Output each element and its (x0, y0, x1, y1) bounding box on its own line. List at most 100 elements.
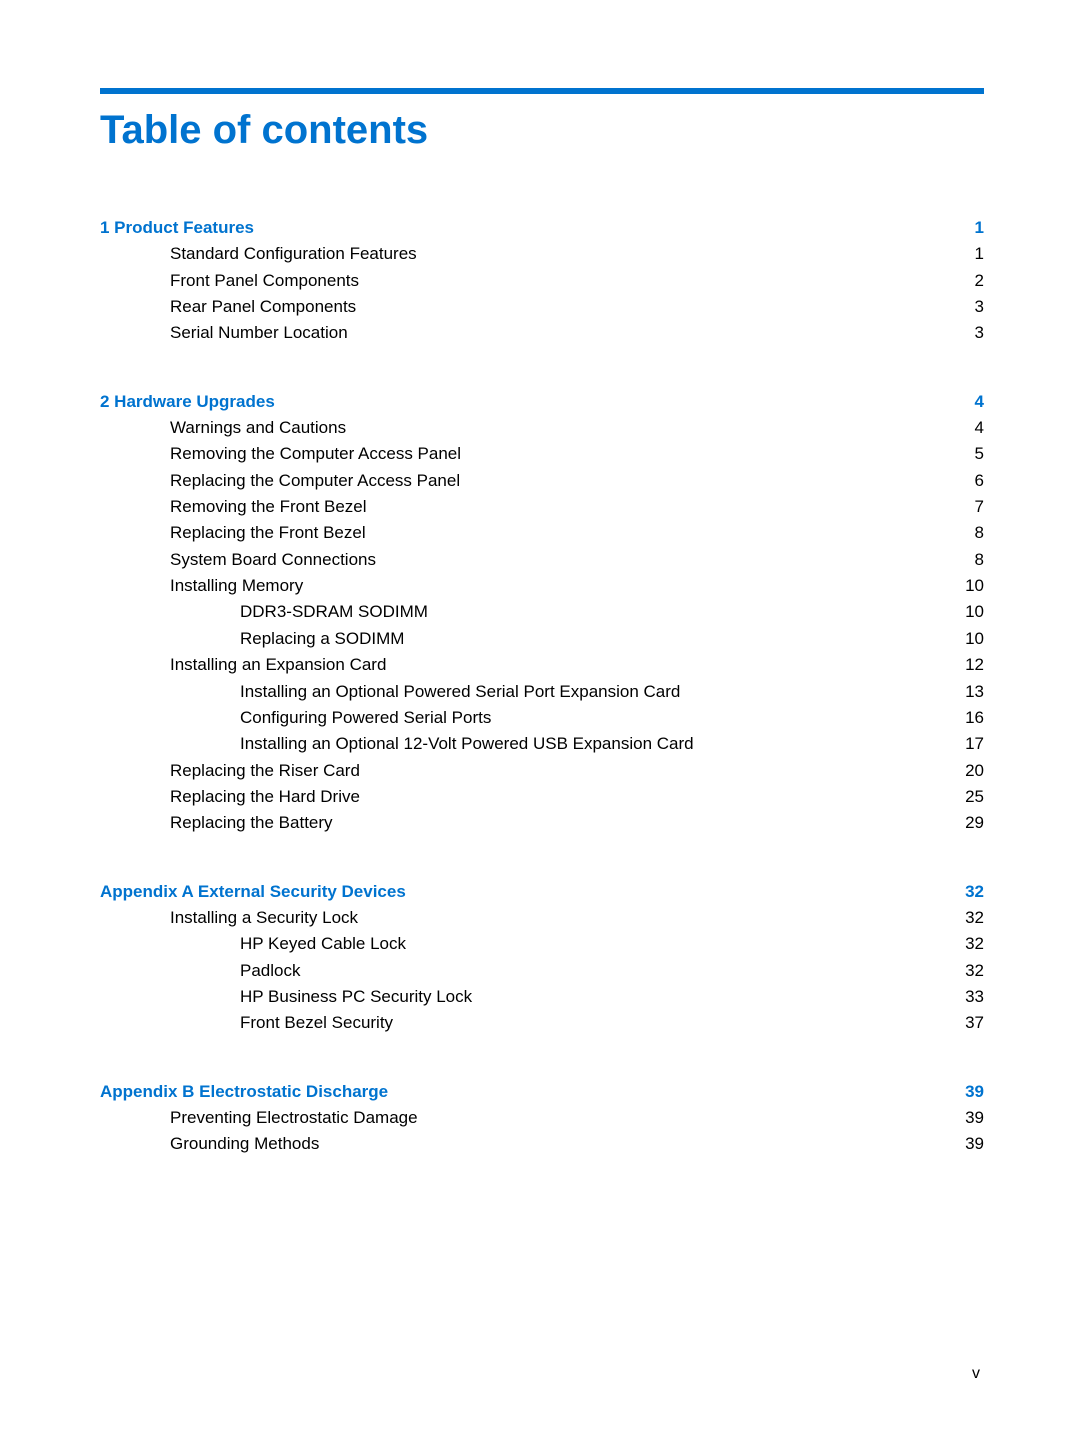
toc-entry-label: Padlock (240, 958, 300, 984)
toc-entry-label: DDR3-SDRAM SODIMM (240, 599, 428, 625)
toc-entry-page: 2 (958, 268, 984, 294)
toc-entry-label: Installing an Expansion Card (170, 652, 386, 678)
toc-entry[interactable]: Grounding Methods 39 (100, 1131, 984, 1157)
toc-entry-page: 20 (958, 758, 984, 784)
page-number: v (972, 1365, 980, 1383)
toc-entry-page: 8 (958, 520, 984, 546)
toc-entry-page: 39 (958, 1105, 984, 1131)
toc-section: 1 Product Features1Standard Configuratio… (100, 215, 984, 347)
toc-entry-label: Installing an Optional Powered Serial Po… (240, 679, 680, 705)
toc-entry[interactable]: Replacing the Riser Card 20 (100, 758, 984, 784)
toc-section: Appendix B Electrostatic Discharge39Prev… (100, 1079, 984, 1158)
page-title: Table of contents (100, 108, 984, 153)
toc-entry-page: 8 (958, 547, 984, 573)
toc-entry-label: System Board Connections (170, 547, 376, 573)
toc-entry-label: 1 Product Features (100, 215, 254, 241)
toc-entry[interactable]: HP Business PC Security Lock 33 (100, 984, 984, 1010)
toc-entry-page: 13 (958, 679, 984, 705)
toc-entry[interactable]: Preventing Electrostatic Damage 39 (100, 1105, 984, 1131)
toc-entry-page: 10 (958, 626, 984, 652)
toc-entry-label: Front Panel Components (170, 268, 359, 294)
toc-entry[interactable]: Front Panel Components 2 (100, 268, 984, 294)
toc-entry-label: Removing the Computer Access Panel (170, 441, 461, 467)
toc-entry-label: HP Business PC Security Lock (240, 984, 472, 1010)
toc-container: 1 Product Features1Standard Configuratio… (100, 215, 984, 1158)
toc-entry-label: Replacing a SODIMM (240, 626, 404, 652)
toc-entry[interactable]: Standard Configuration Features 1 (100, 241, 984, 267)
toc-entry-label: Rear Panel Components (170, 294, 356, 320)
toc-entry-label: Appendix B Electrostatic Discharge (100, 1079, 388, 1105)
toc-entry[interactable]: Replacing the Computer Access Panel6 (100, 468, 984, 494)
toc-entry-label: Replacing the Front Bezel (170, 520, 366, 546)
toc-entry-page: 10 (958, 573, 984, 599)
toc-entry-label: Configuring Powered Serial Ports (240, 705, 491, 731)
toc-entry-page: 1 (958, 215, 984, 241)
toc-entry-page: 32 (958, 879, 984, 905)
toc-section-head[interactable]: Appendix B Electrostatic Discharge 39 (100, 1079, 984, 1105)
toc-entry[interactable]: Installing an Expansion Card 12 (100, 652, 984, 678)
toc-entry[interactable]: DDR3-SDRAM SODIMM 10 (100, 599, 984, 625)
toc-entry-label: Installing Memory (170, 573, 303, 599)
toc-entry[interactable]: Installing Memory 10 (100, 573, 984, 599)
toc-entry[interactable]: Removing the Front Bezel7 (100, 494, 984, 520)
toc-entry[interactable]: Replacing the Battery 29 (100, 810, 984, 836)
toc-entry-label: Replacing the Riser Card (170, 758, 360, 784)
toc-entry-label: HP Keyed Cable Lock (240, 931, 406, 957)
toc-entry-page: 16 (958, 705, 984, 731)
toc-entry[interactable]: Installing an Optional Powered Serial Po… (100, 679, 984, 705)
toc-entry-page: 3 (958, 320, 984, 346)
toc-section-head[interactable]: Appendix A External Security Devices 32 (100, 879, 984, 905)
toc-entry-page: 10 (958, 599, 984, 625)
toc-entry-label: Installing an Optional 12-Volt Powered U… (240, 731, 694, 757)
toc-entry-label: Removing the Front Bezel (170, 494, 367, 520)
toc-entry-label: Front Bezel Security (240, 1010, 393, 1036)
toc-entry-label: Replacing the Computer Access Panel (170, 468, 460, 494)
toc-entry[interactable]: System Board Connections 8 (100, 547, 984, 573)
toc-entry[interactable]: Replacing a SODIMM 10 (100, 626, 984, 652)
toc-entry-label: Standard Configuration Features (170, 241, 417, 267)
toc-entry-page: 4 (958, 389, 984, 415)
toc-entry[interactable]: Installing a Security Lock 32 (100, 905, 984, 931)
toc-entry[interactable]: Configuring Powered Serial Ports 16 (100, 705, 984, 731)
toc-entry[interactable]: Replacing the Hard Drive 25 (100, 784, 984, 810)
toc-entry-page: 5 (958, 441, 984, 467)
toc-entry-page: 17 (958, 731, 984, 757)
toc-entry-page: 4 (958, 415, 984, 441)
toc-entry-page: 3 (958, 294, 984, 320)
toc-entry[interactable]: Front Bezel Security 37 (100, 1010, 984, 1036)
toc-entry-page: 37 (958, 1010, 984, 1036)
toc-section: 2 Hardware Upgrades4Warnings and Caution… (100, 389, 984, 837)
toc-entry[interactable]: HP Keyed Cable Lock 32 (100, 931, 984, 957)
toc-entry-label: Installing a Security Lock (170, 905, 358, 931)
toc-entry-page: 39 (958, 1079, 984, 1105)
toc-entry-page: 12 (958, 652, 984, 678)
toc-entry[interactable]: Replacing the Front Bezel 8 (100, 520, 984, 546)
toc-entry[interactable]: Warnings and Cautions 4 (100, 415, 984, 441)
toc-entry-label: 2 Hardware Upgrades (100, 389, 275, 415)
toc-entry-page: 32 (958, 931, 984, 957)
toc-entry-page: 32 (958, 905, 984, 931)
toc-entry[interactable]: Padlock 32 (100, 958, 984, 984)
toc-section-head[interactable]: 1 Product Features 1 (100, 215, 984, 241)
toc-entry-page: 33 (958, 984, 984, 1010)
page: Table of contents 1 Product Features1Sta… (0, 0, 1080, 1437)
toc-entry-label: Warnings and Cautions (170, 415, 346, 441)
toc-entry-page: 39 (958, 1131, 984, 1157)
toc-entry[interactable]: Serial Number Location 3 (100, 320, 984, 346)
toc-section: Appendix A External Security Devices32In… (100, 879, 984, 1037)
toc-entry-page: 32 (958, 958, 984, 984)
toc-entry-page: 1 (958, 241, 984, 267)
toc-entry-label: Preventing Electrostatic Damage (170, 1105, 418, 1131)
toc-entry[interactable]: Removing the Computer Access Panel 5 (100, 441, 984, 467)
toc-section-head[interactable]: 2 Hardware Upgrades 4 (100, 389, 984, 415)
toc-entry-label: Replacing the Hard Drive (170, 784, 360, 810)
toc-entry-page: 29 (958, 810, 984, 836)
toc-entry-label: Serial Number Location (170, 320, 348, 346)
toc-entry[interactable]: Installing an Optional 12-Volt Powered U… (100, 731, 984, 757)
toc-entry[interactable]: Rear Panel Components 3 (100, 294, 984, 320)
toc-entry-label: Replacing the Battery (170, 810, 333, 836)
toc-entry-label: Appendix A External Security Devices (100, 879, 406, 905)
toc-entry-label: Grounding Methods (170, 1131, 319, 1157)
toc-entry-page: 25 (958, 784, 984, 810)
top-rule (100, 88, 984, 94)
